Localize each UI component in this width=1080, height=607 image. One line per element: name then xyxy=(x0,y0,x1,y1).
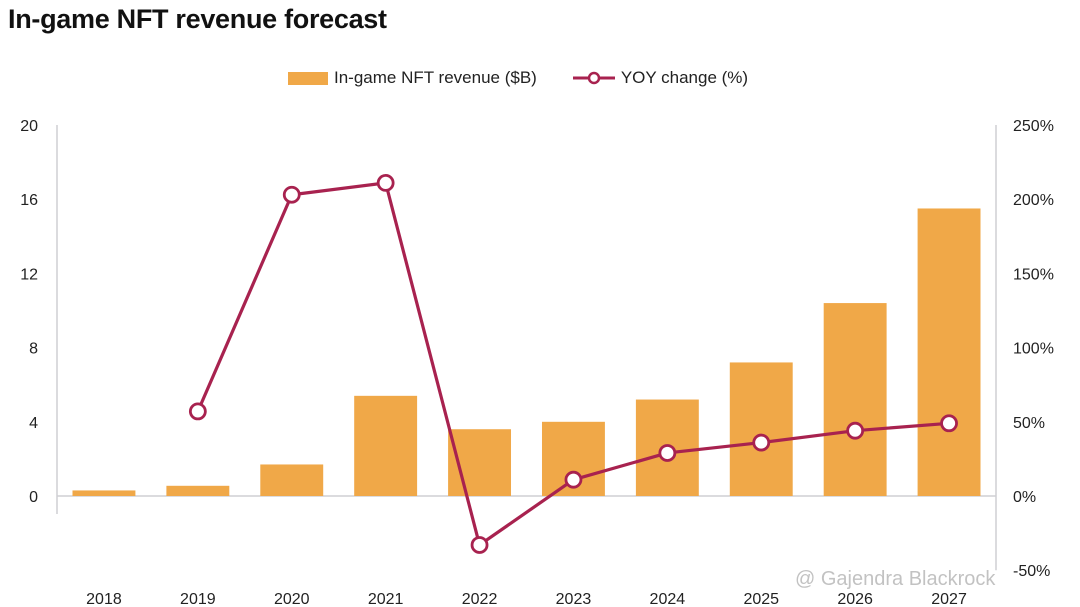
left-tick-label: 20 xyxy=(20,118,38,135)
left-tick-label: 0 xyxy=(29,489,38,506)
left-tick-label: 16 xyxy=(20,192,38,209)
bar-2020 xyxy=(260,464,324,496)
legend-item-yoy: YOY change (%) xyxy=(572,68,749,88)
x-tick-label: 2018 xyxy=(86,591,122,607)
bars xyxy=(72,208,981,496)
right-tick-label: -50% xyxy=(1013,563,1050,580)
left-tick-label: 4 xyxy=(29,415,38,432)
right-tick-label: 50% xyxy=(1013,415,1045,432)
yoy-point-2023 xyxy=(564,470,583,489)
legend-item-revenue: In-game NFT revenue ($B) xyxy=(288,68,537,88)
right-tick-label: 100% xyxy=(1013,341,1054,358)
x-tick-label: 2020 xyxy=(274,591,310,607)
x-tick-label: 2021 xyxy=(368,591,404,607)
yoy-point-2027 xyxy=(940,414,958,433)
x-tick-label: 2026 xyxy=(837,591,873,607)
yoy-point-2025 xyxy=(752,433,771,452)
x-tick-label: 2023 xyxy=(556,591,592,607)
legend-label-revenue: In-game NFT revenue ($B) xyxy=(334,68,537,87)
yoy-point-2020 xyxy=(282,185,301,204)
chart-title: In-game NFT revenue forecast xyxy=(8,4,387,34)
yoy-point-2019 xyxy=(188,402,207,421)
left-tick-label: 12 xyxy=(20,266,38,283)
bar-2026 xyxy=(823,303,887,496)
x-tick-label: 2025 xyxy=(743,591,779,607)
bar-2021 xyxy=(354,395,418,496)
legend-line-swatch xyxy=(572,71,615,85)
legend-label-yoy: YOY change (%) xyxy=(620,68,749,87)
yoy-point-2021 xyxy=(376,173,395,192)
bar-2018 xyxy=(72,490,136,496)
legend: In-game NFT revenue ($B) YOY change (%) xyxy=(288,68,784,88)
bar-2019 xyxy=(166,485,230,496)
left-tick-label: 8 xyxy=(29,341,38,358)
right-tick-label: 200% xyxy=(1013,192,1054,209)
bar-2025 xyxy=(729,362,793,496)
x-tick-label: 2022 xyxy=(462,591,498,607)
bar-2027 xyxy=(917,208,981,496)
yoy-point-2022 xyxy=(470,536,489,554)
right-tick-label: 150% xyxy=(1013,266,1054,283)
x-tick-label: 2019 xyxy=(180,591,216,607)
watermark: @ Gajendra Blackrock xyxy=(795,568,996,590)
legend-bar-swatch xyxy=(288,71,328,85)
x-tick-label: 2027 xyxy=(931,591,967,607)
yoy-point-2024 xyxy=(658,444,677,462)
right-tick-label: 0% xyxy=(1013,489,1036,506)
yoy-line xyxy=(188,173,958,554)
right-tick-label: 250% xyxy=(1013,118,1054,135)
tick-labels: 0 4 8 12 16 20 -50% 0% 50% 100% 150% 200% 250% 2018 20… xyxy=(20,118,1054,607)
yoy-point-2026 xyxy=(846,421,865,440)
x-tick-label: 2024 xyxy=(650,591,686,607)
